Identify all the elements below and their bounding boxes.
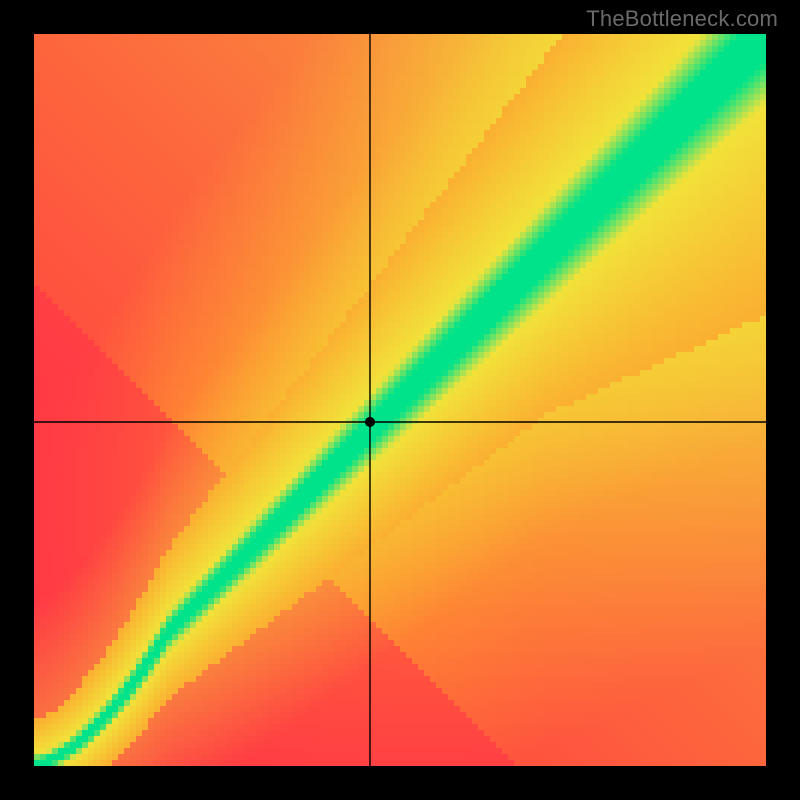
chart-stage: TheBottleneck.com — [0, 0, 800, 800]
crosshair-overlay — [0, 0, 800, 800]
watermark-text: TheBottleneck.com — [586, 6, 778, 32]
